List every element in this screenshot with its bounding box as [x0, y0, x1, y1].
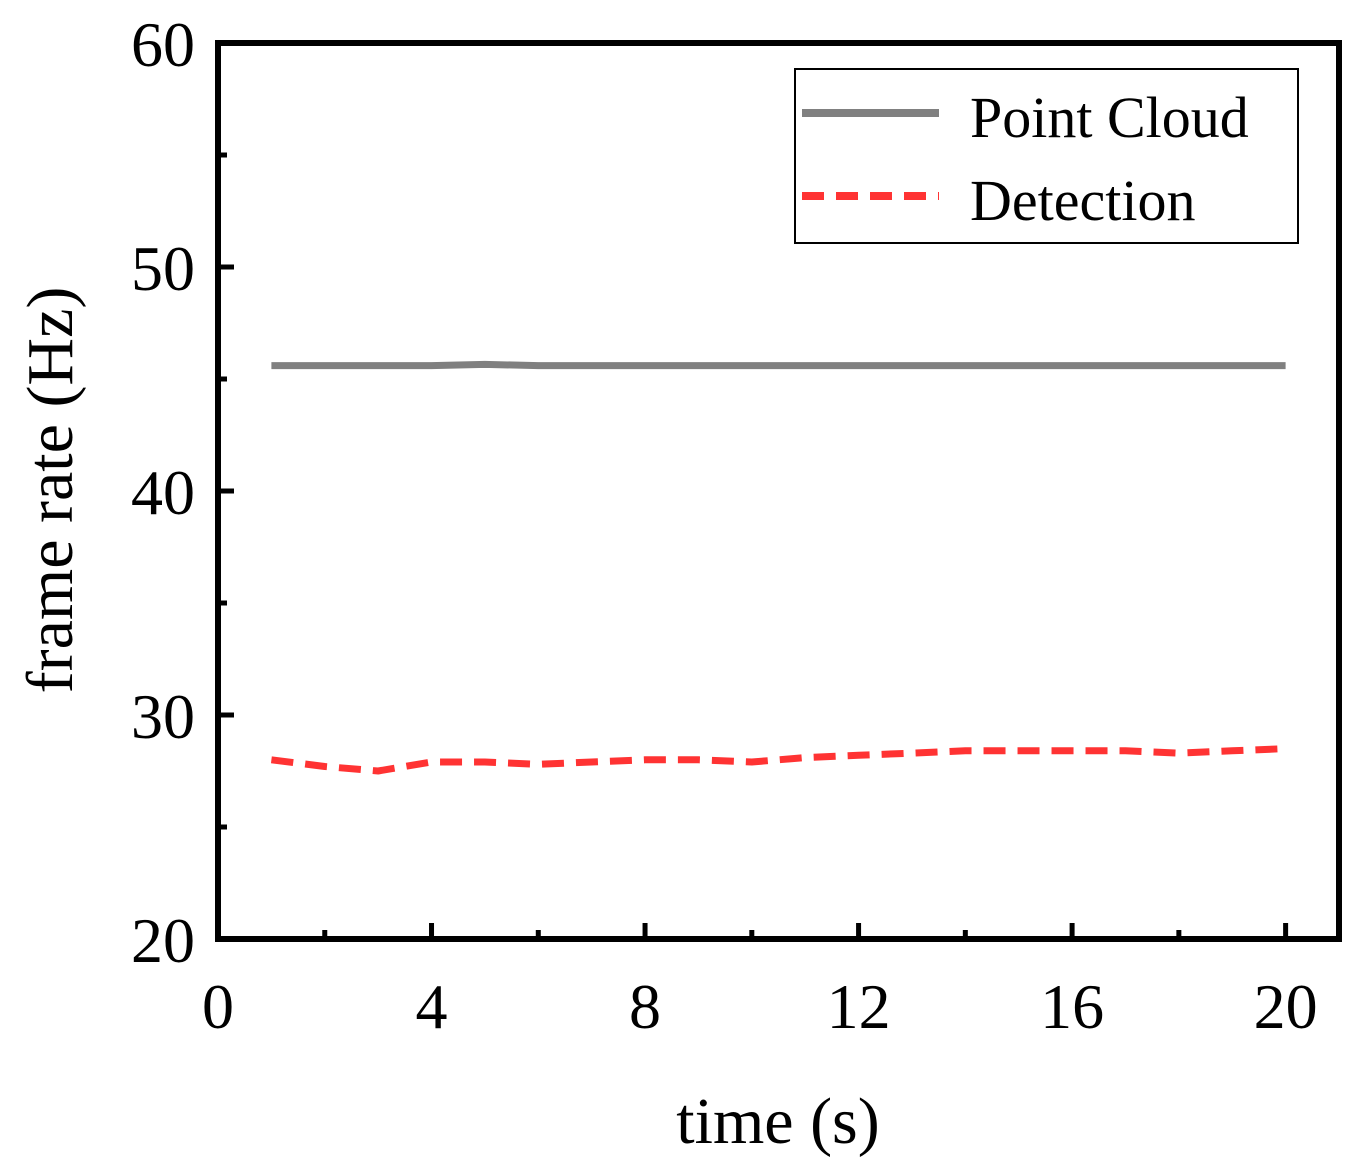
tick-labels: 0 4 8 12 16 20 20 30 40 50 60 — [131, 9, 1318, 1042]
legend-label-detection: Detection — [970, 168, 1195, 233]
legend-box — [794, 68, 1299, 244]
plot-frame — [215, 40, 1342, 942]
y-axis-title: frame rate (Hz) — [14, 287, 87, 694]
y-tick-label-50: 50 — [131, 233, 195, 304]
x-tick-label-16: 16 — [1040, 971, 1104, 1042]
y-tick-label-40: 40 — [131, 457, 195, 528]
legend: Point Cloud Detection — [794, 68, 1299, 244]
plot-area — [270, 360, 1286, 775]
x-tick-label-8: 8 — [629, 971, 661, 1042]
y-tick-label-30: 30 — [131, 681, 195, 752]
y-tick-label-20: 20 — [131, 905, 195, 976]
x-axis-title: time (s) — [676, 1085, 879, 1158]
series-line-detection — [270, 745, 1286, 775]
y-tick-label-60: 60 — [131, 9, 195, 80]
x-tick-label-20: 20 — [1254, 971, 1318, 1042]
x-tick-label-4: 4 — [416, 971, 448, 1042]
legend-label-point-cloud: Point Cloud — [970, 85, 1249, 150]
x-tick-label-12: 12 — [827, 971, 891, 1042]
x-tick-label-0: 0 — [202, 971, 234, 1042]
series-line-point-cloud — [271, 360, 1286, 370]
